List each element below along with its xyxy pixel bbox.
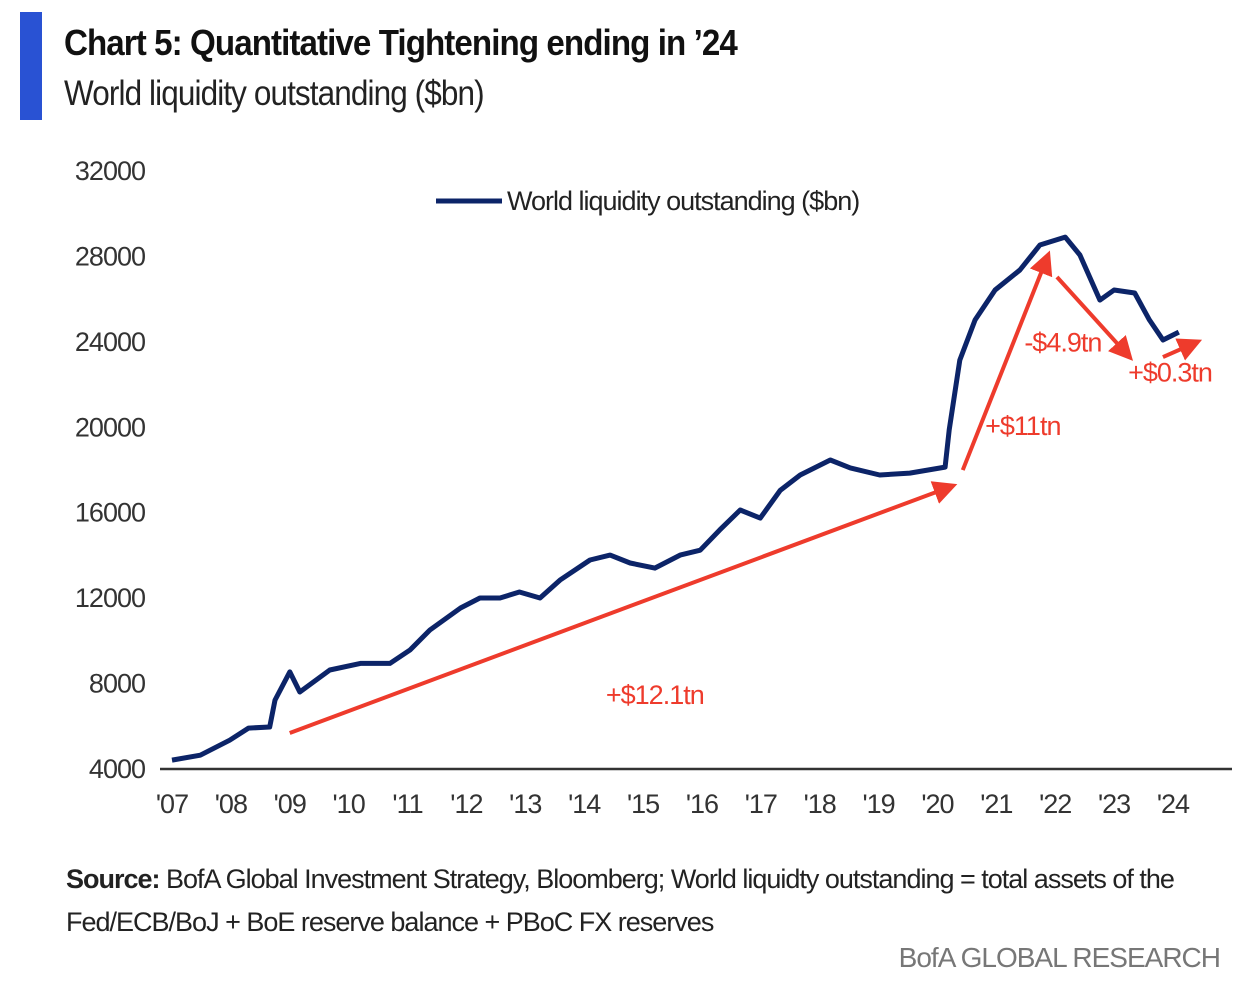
x-tick-label: '20 [921,789,953,819]
source-label: Source: [66,864,161,894]
annotation-label: +$11tn [985,411,1060,441]
x-tick-label: '11 [392,789,422,819]
x-tick-label: '09 [274,789,306,819]
x-tick-label: '22 [1039,789,1071,819]
y-tick-label: 12000 [75,583,145,613]
x-tick-label: '13 [509,789,541,819]
annotation-arrow [960,250,1053,471]
x-tick-label: '18 [804,789,836,819]
annotation-label: +$12.1tn [606,680,704,710]
brand-label: BofA GLOBAL RESEARCH [898,942,1221,973]
x-tick-label: '21 [980,789,1012,819]
source-text: BofA Global Investment Strategy, Bloombe… [66,864,1175,937]
x-tick-label: '12 [450,789,482,819]
x-tick-label: '14 [568,789,601,819]
annotation-label: +$0.3tn [1128,357,1212,387]
chart-subtitle: World liquidity outstanding ($bn) [64,74,485,113]
x-tick-label: '15 [627,789,659,819]
y-tick-label: 20000 [75,412,145,442]
accent-bar [20,12,42,120]
x-tick-label: '10 [333,789,365,819]
y-tick-label: 28000 [75,241,145,271]
source-note: Source: BofA Global Investment Strategy,… [66,858,1236,944]
x-tick-label: '19 [862,789,894,819]
chart-title: Chart 5: Quantitative Tightening ending … [64,22,738,63]
annotation-label: -$4.9tn [1024,327,1101,357]
y-tick-label: 24000 [75,327,145,357]
y-tick-label: 16000 [75,498,145,528]
annotation-arrow [289,481,958,735]
x-tick-label: '07 [156,789,188,819]
annotation-arrow [1055,275,1133,361]
y-tick-label: 4000 [89,754,145,784]
legend-label: World liquidity outstanding ($bn) [507,186,859,216]
x-tick-label: '16 [686,789,718,819]
x-tick-label: '17 [745,789,777,819]
annotation-arrow [1162,338,1203,361]
x-tick-label: '08 [215,789,247,819]
y-tick-label: 32000 [75,156,145,186]
x-tick-label: '24 [1157,789,1190,819]
x-tick-label: '23 [1098,789,1130,819]
y-tick-label: 8000 [89,669,145,699]
